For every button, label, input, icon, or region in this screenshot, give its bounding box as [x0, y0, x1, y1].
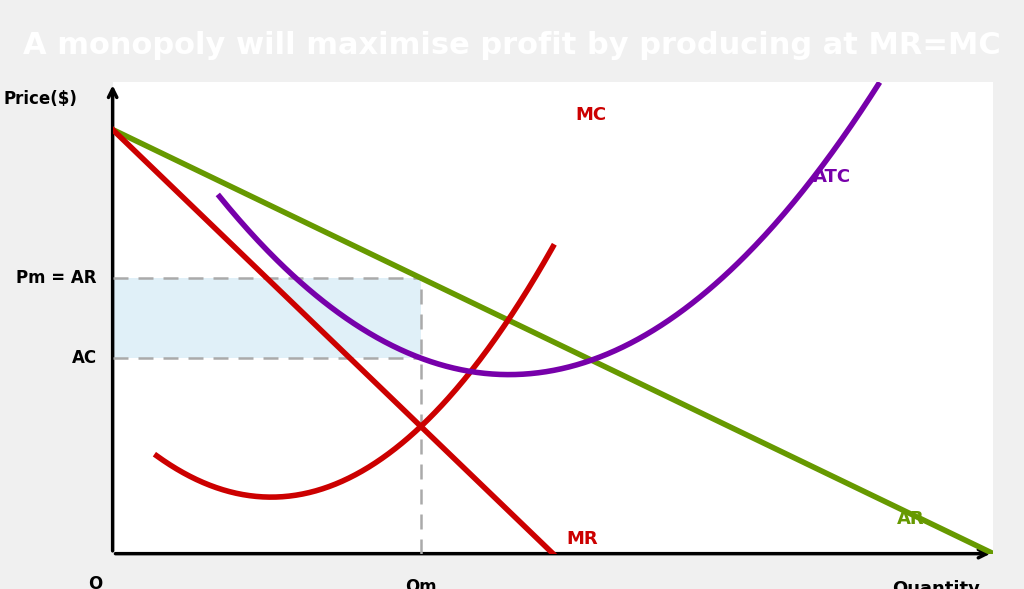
Text: AC: AC: [72, 349, 97, 367]
Text: MC: MC: [574, 106, 606, 124]
Bar: [113, 278, 421, 358]
Text: A monopoly will maximise profit by producing at MR=MC: A monopoly will maximise profit by produ…: [24, 31, 1000, 60]
Text: ATC: ATC: [813, 168, 851, 186]
Text: O: O: [88, 575, 102, 589]
Text: Price($): Price($): [3, 90, 78, 108]
Text: AR: AR: [896, 510, 924, 528]
Text: Quantity: Quantity: [892, 580, 980, 589]
Text: Qm: Qm: [406, 577, 436, 589]
Text: MR: MR: [566, 530, 598, 548]
Text: Pm = AR: Pm = AR: [16, 269, 97, 287]
